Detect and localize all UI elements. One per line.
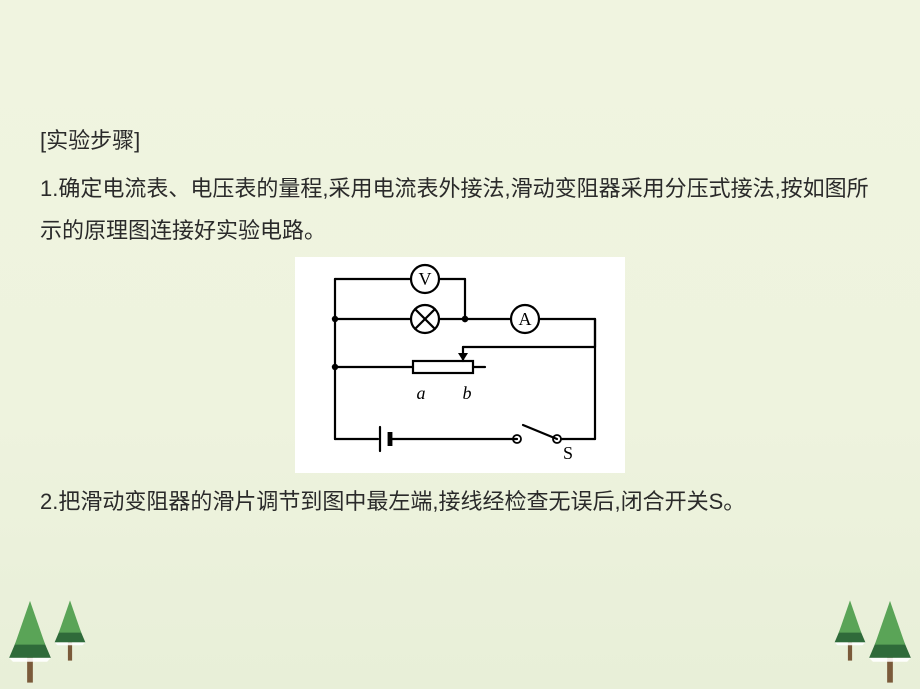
svg-text:S: S <box>563 443 573 463</box>
svg-text:A: A <box>519 309 532 329</box>
slide-content: [实验步骤] 1.确定电流表、电压表的量程,采用电流表外接法,滑动变阻器采用分压… <box>40 120 880 529</box>
step-1-text: 1.确定电流表、电压表的量程,采用电流表外接法,滑动变阻器采用分压式接法,按如图… <box>40 168 880 252</box>
svg-text:V: V <box>419 269 432 289</box>
svg-text:b: b <box>463 383 472 403</box>
svg-text:a: a <box>417 383 426 403</box>
step-2-text: 2.把滑动变阻器的滑片调节到图中最左端,接线经检查无误后,闭合开关S。 <box>40 481 880 523</box>
circuit-diagram-wrap: V Aa b S <box>40 257 880 473</box>
circuit-diagram: V Aa b S <box>295 257 625 473</box>
section-heading: [实验步骤] <box>40 120 880 162</box>
decorative-trees <box>0 599 920 689</box>
